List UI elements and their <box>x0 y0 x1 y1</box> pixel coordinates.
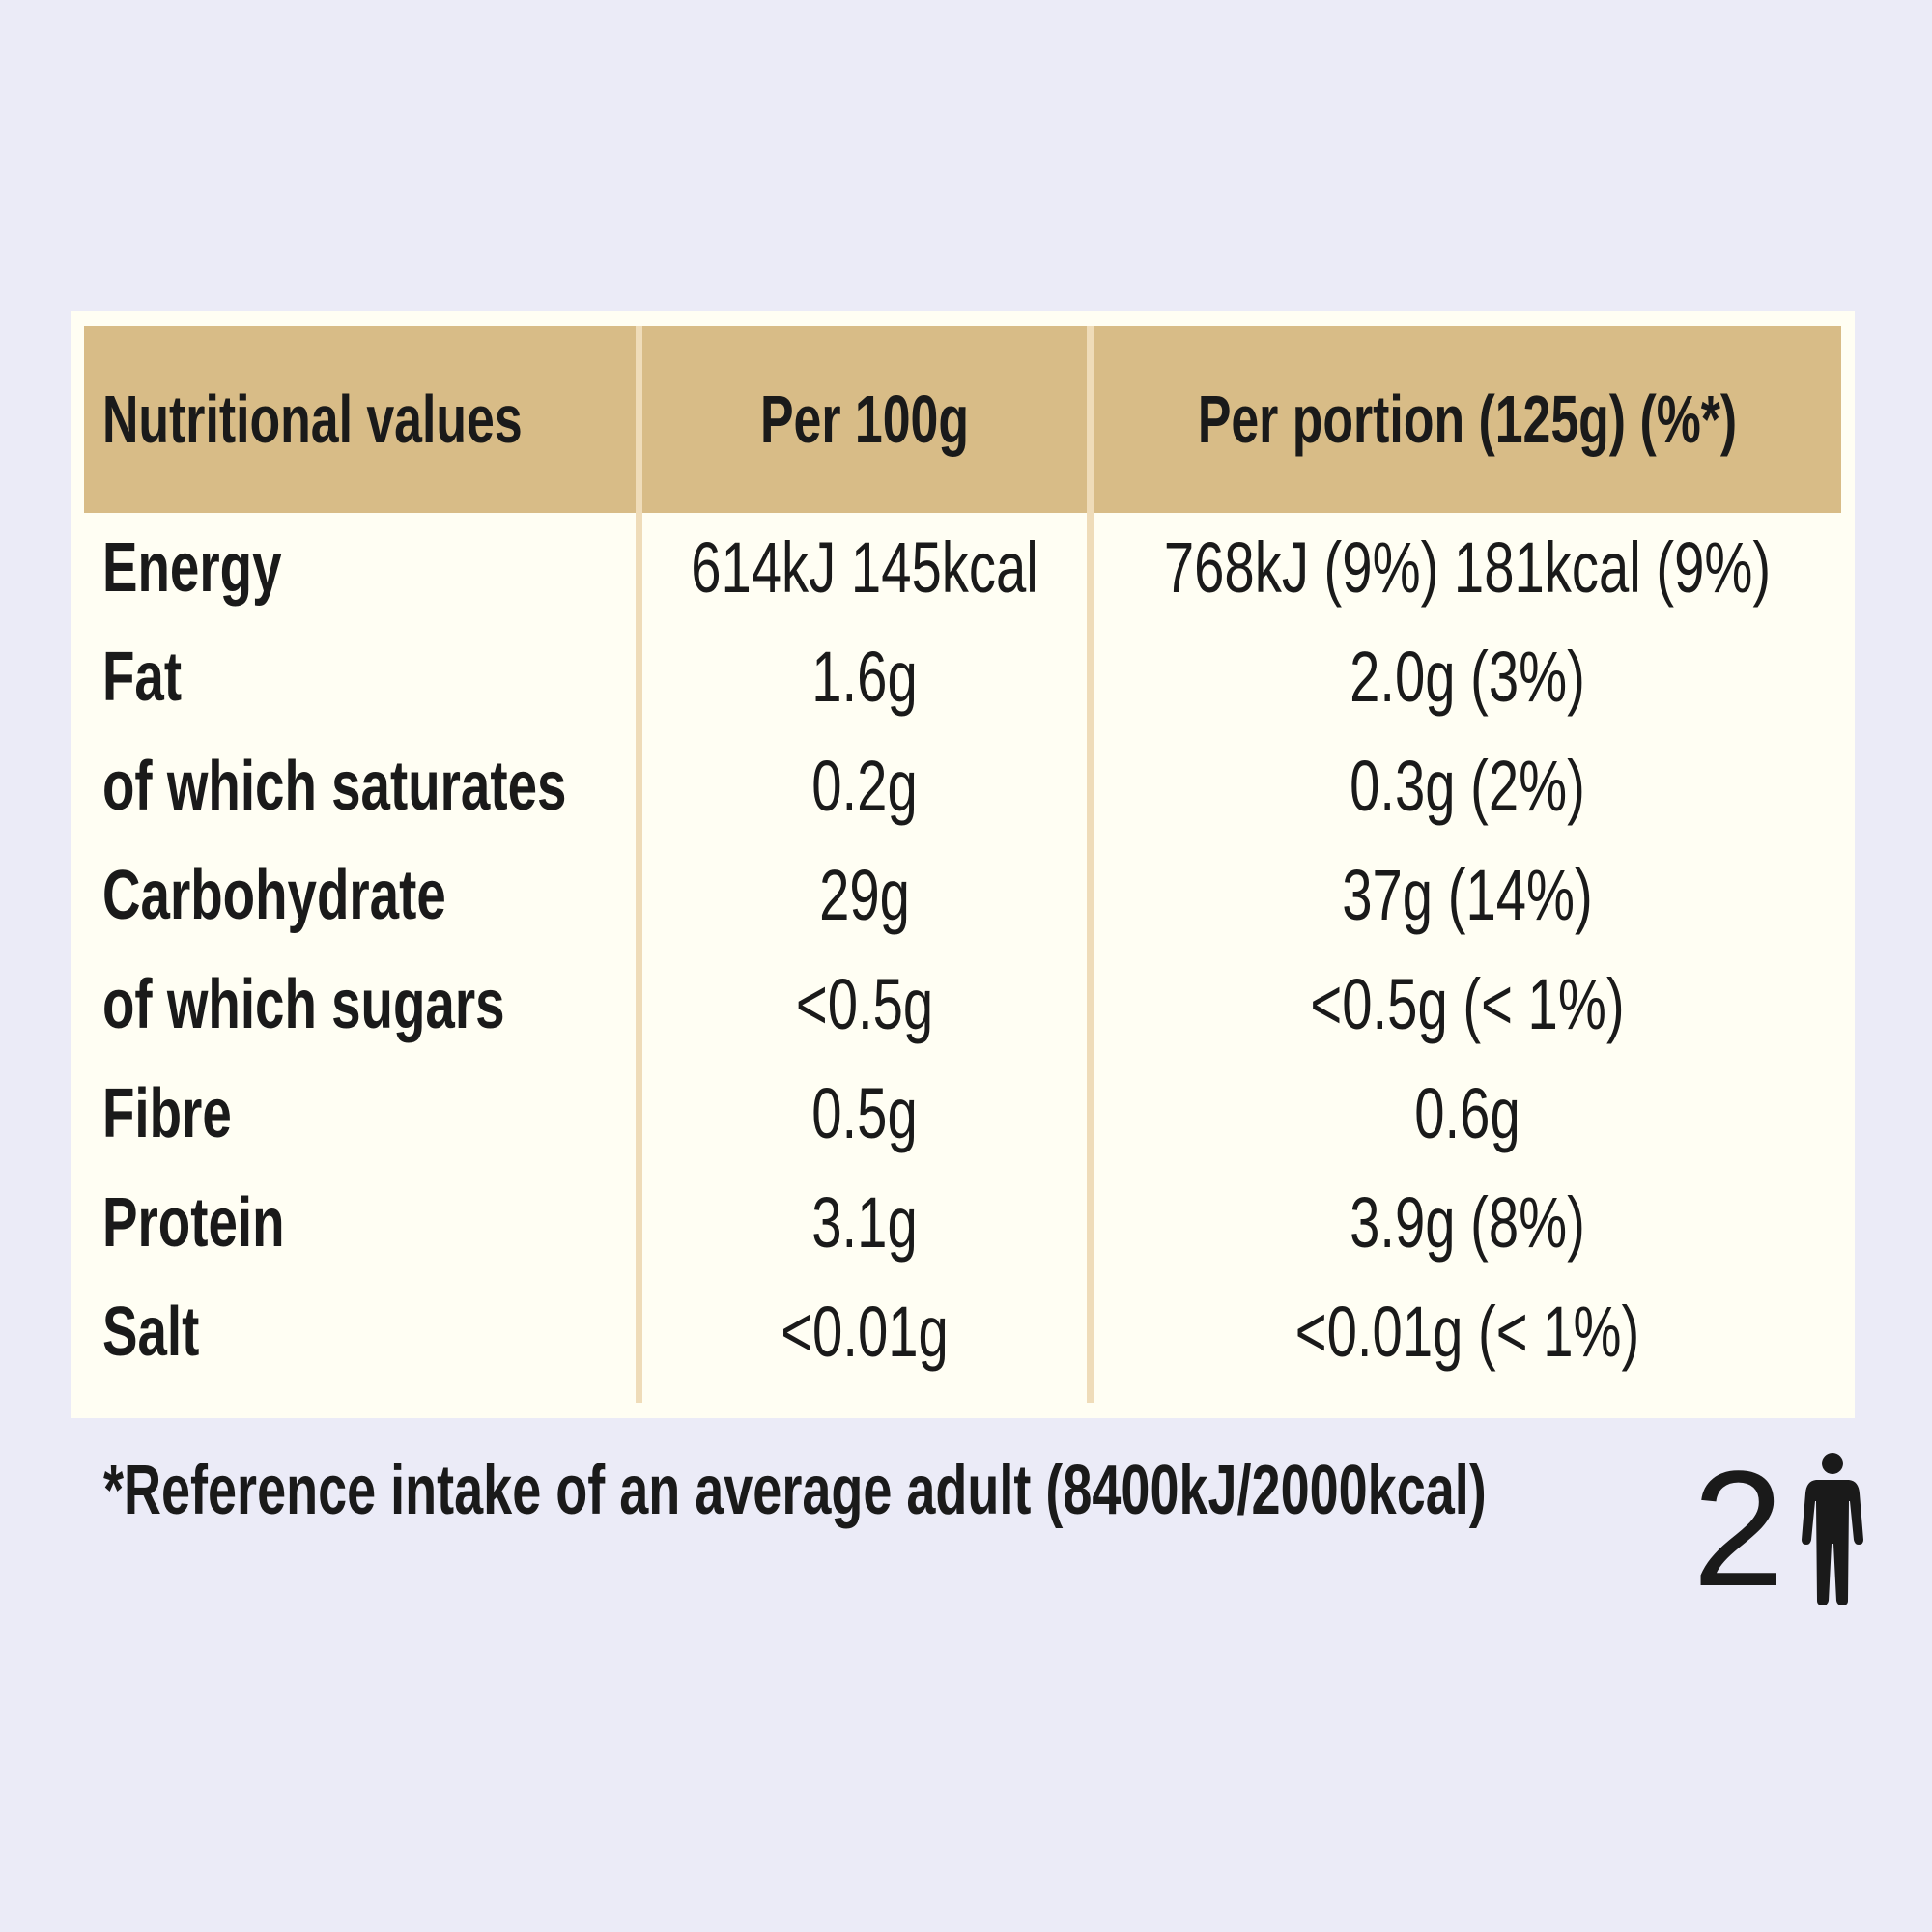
column-divider <box>636 326 642 1403</box>
nutrient-label: Salt <box>102 1293 200 1371</box>
per-portion-value: 2.0g (3%) <box>1350 636 1585 717</box>
per-100g-value: 0.5g <box>811 1072 918 1153</box>
per-portion-value: 37g (14%) <box>1342 854 1593 935</box>
per-portion-value: <0.01g (< 1%) <box>1294 1291 1640 1372</box>
header-per-100g: Per 100g <box>760 382 969 457</box>
column-divider <box>1087 326 1094 1403</box>
nutrient-label: Fat <box>102 638 183 716</box>
table-row: Salt <0.01g <0.01g (< 1%) <box>84 1277 1841 1386</box>
table-row: Fibre 0.5g 0.6g <box>84 1059 1841 1168</box>
table-row: of which saturates 0.2g 0.3g (2%) <box>84 731 1841 840</box>
per-portion-value: 768kJ (9%) 181kcal (9%) <box>1163 526 1772 608</box>
nutrient-label: Energy <box>102 528 282 607</box>
per-100g-value: <0.01g <box>781 1291 949 1372</box>
table-row: of which sugars <0.5g <0.5g (< 1%) <box>84 950 1841 1059</box>
nutrient-label: Protein <box>102 1183 285 1262</box>
per-100g-value: 29g <box>819 854 910 935</box>
per-100g-value: 1.6g <box>811 636 918 717</box>
table-row: Energy 614kJ 145kcal 768kJ (9%) 181kcal … <box>84 513 1841 622</box>
per-portion-value: 0.6g <box>1414 1072 1520 1153</box>
per-100g-value: <0.5g <box>795 963 934 1044</box>
table-row: Carbohydrate 29g 37g (14%) <box>84 840 1841 950</box>
per-100g-value: 0.2g <box>811 745 918 826</box>
nutrition-table: Nutritional values Per 100g Per portion … <box>84 326 1841 1403</box>
per-portion-value: 0.3g (2%) <box>1350 745 1585 826</box>
nutrient-label: of which saturates <box>102 747 567 825</box>
nutrient-label: Fibre <box>102 1074 232 1152</box>
header-per-portion: Per portion (125g) (%*) <box>1197 382 1738 457</box>
table-row: Fat 1.6g 2.0g (3%) <box>84 622 1841 731</box>
reference-intake-footnote: *Reference intake of an average adult (8… <box>103 1452 1487 1529</box>
nutrient-label: Carbohydrate <box>102 856 446 934</box>
person-icon <box>1802 1453 1863 1605</box>
table-row: Protein 3.1g 3.9g (8%) <box>84 1168 1841 1277</box>
table-header <box>84 326 1841 513</box>
portions-count: 2 <box>1692 1437 1784 1621</box>
nutrient-label: of which sugars <box>102 965 505 1043</box>
per-100g-value: 3.1g <box>811 1181 918 1263</box>
per-portion-value: 3.9g (8%) <box>1350 1181 1585 1263</box>
per-100g-value: 614kJ 145kcal <box>691 526 1038 608</box>
portions-indicator: 2 <box>1692 1447 1866 1611</box>
header-nutritional-values: Nutritional values <box>102 382 523 457</box>
per-portion-value: <0.5g (< 1%) <box>1310 963 1625 1044</box>
